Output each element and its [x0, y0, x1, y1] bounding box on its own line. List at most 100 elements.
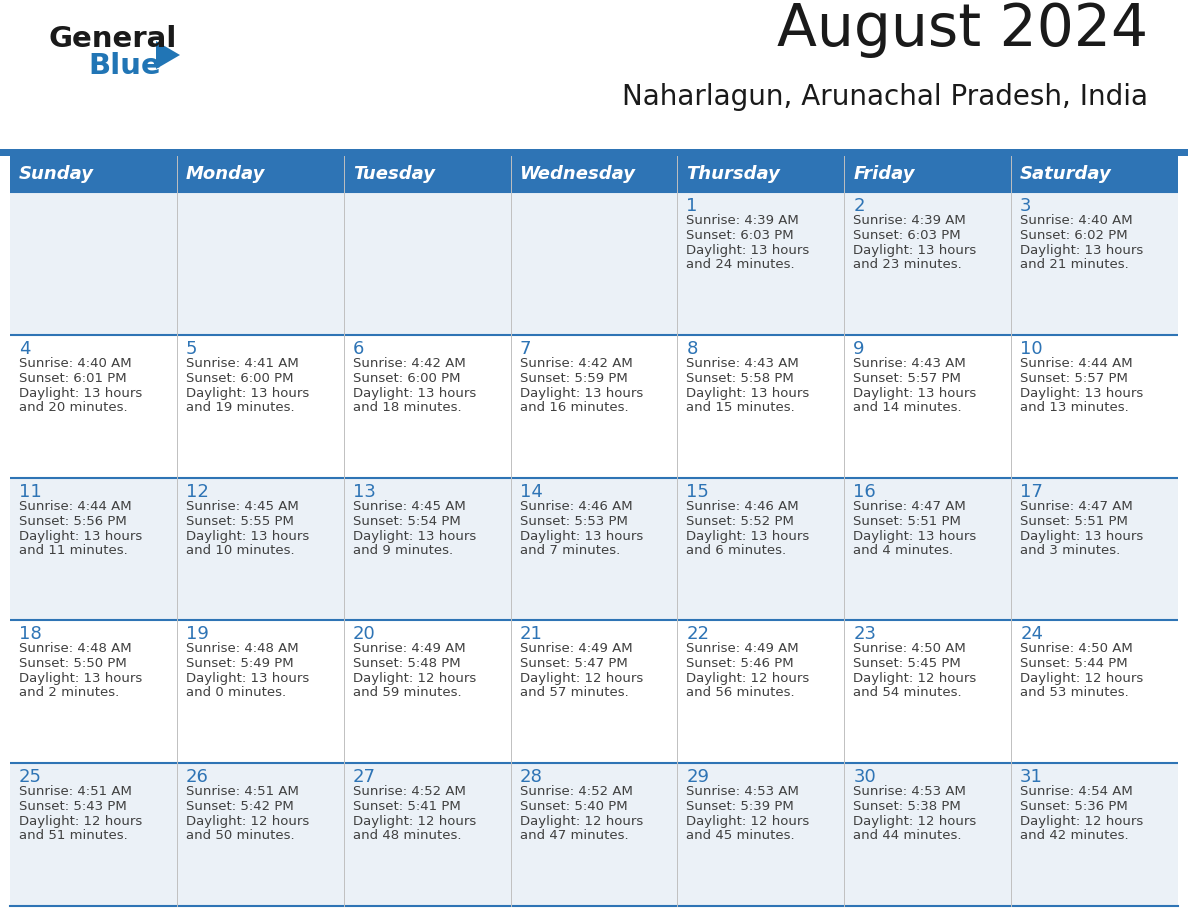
- Text: Sunset: 5:54 PM: Sunset: 5:54 PM: [353, 515, 461, 528]
- Text: and 47 minutes.: and 47 minutes.: [519, 829, 628, 842]
- Text: August 2024: August 2024: [777, 1, 1148, 58]
- Text: Sunrise: 4:44 AM: Sunrise: 4:44 AM: [1020, 357, 1133, 370]
- Text: Daylight: 13 hours: Daylight: 13 hours: [1020, 244, 1143, 257]
- Text: Sunset: 5:53 PM: Sunset: 5:53 PM: [519, 515, 627, 528]
- Polygon shape: [156, 41, 181, 69]
- Text: Daylight: 12 hours: Daylight: 12 hours: [1020, 672, 1143, 686]
- Text: Sunset: 5:45 PM: Sunset: 5:45 PM: [853, 657, 961, 670]
- Text: Wednesday: Wednesday: [519, 165, 636, 183]
- Text: Daylight: 13 hours: Daylight: 13 hours: [687, 244, 810, 257]
- Text: and 13 minutes.: and 13 minutes.: [1020, 401, 1129, 414]
- Text: Daylight: 13 hours: Daylight: 13 hours: [1020, 386, 1143, 400]
- Text: 5: 5: [185, 340, 197, 358]
- Text: Sunset: 5:47 PM: Sunset: 5:47 PM: [519, 657, 627, 670]
- Text: Daylight: 13 hours: Daylight: 13 hours: [1020, 530, 1143, 543]
- Bar: [845, 156, 1011, 192]
- Text: Daylight: 13 hours: Daylight: 13 hours: [853, 386, 977, 400]
- Text: Sunrise: 4:48 AM: Sunrise: 4:48 AM: [19, 643, 132, 655]
- Text: Monday: Monday: [185, 165, 265, 183]
- Text: Daylight: 12 hours: Daylight: 12 hours: [353, 815, 476, 828]
- Bar: [10, 763, 1178, 906]
- Text: 12: 12: [185, 483, 209, 500]
- Text: and 19 minutes.: and 19 minutes.: [185, 401, 295, 414]
- Text: Sunrise: 4:44 AM: Sunrise: 4:44 AM: [19, 499, 132, 512]
- Text: Daylight: 13 hours: Daylight: 13 hours: [353, 386, 476, 400]
- Text: Sunset: 6:00 PM: Sunset: 6:00 PM: [353, 372, 460, 385]
- Text: Sunrise: 4:43 AM: Sunrise: 4:43 AM: [853, 357, 966, 370]
- Text: 18: 18: [19, 625, 42, 644]
- Text: 20: 20: [353, 625, 375, 644]
- Text: Sunset: 5:48 PM: Sunset: 5:48 PM: [353, 657, 460, 670]
- Text: 10: 10: [1020, 340, 1043, 358]
- Text: and 53 minutes.: and 53 minutes.: [1020, 687, 1129, 700]
- Text: Daylight: 12 hours: Daylight: 12 hours: [19, 815, 143, 828]
- Text: Sunset: 5:44 PM: Sunset: 5:44 PM: [1020, 657, 1127, 670]
- Text: and 3 minutes.: and 3 minutes.: [1020, 543, 1120, 556]
- Text: Sunrise: 4:40 AM: Sunrise: 4:40 AM: [1020, 214, 1133, 227]
- Text: Daylight: 13 hours: Daylight: 13 hours: [19, 672, 143, 686]
- Text: and 42 minutes.: and 42 minutes.: [1020, 829, 1129, 842]
- Text: and 23 minutes.: and 23 minutes.: [853, 258, 962, 271]
- Text: Sunrise: 4:49 AM: Sunrise: 4:49 AM: [353, 643, 466, 655]
- Text: Sunrise: 4:50 AM: Sunrise: 4:50 AM: [853, 643, 966, 655]
- Text: Sunset: 5:55 PM: Sunset: 5:55 PM: [185, 515, 293, 528]
- Text: Daylight: 12 hours: Daylight: 12 hours: [687, 672, 810, 686]
- Text: and 50 minutes.: and 50 minutes.: [185, 829, 295, 842]
- Text: and 45 minutes.: and 45 minutes.: [687, 829, 795, 842]
- Text: Sunset: 5:38 PM: Sunset: 5:38 PM: [853, 800, 961, 813]
- Text: 29: 29: [687, 768, 709, 786]
- Text: Daylight: 13 hours: Daylight: 13 hours: [185, 672, 309, 686]
- Text: Sunset: 6:03 PM: Sunset: 6:03 PM: [687, 229, 794, 242]
- Text: 26: 26: [185, 768, 209, 786]
- Text: 1: 1: [687, 197, 697, 215]
- Text: and 21 minutes.: and 21 minutes.: [1020, 258, 1129, 271]
- Text: Sunrise: 4:40 AM: Sunrise: 4:40 AM: [19, 357, 132, 370]
- Bar: [1011, 156, 1178, 192]
- Text: Sunrise: 4:39 AM: Sunrise: 4:39 AM: [687, 214, 800, 227]
- Text: Daylight: 13 hours: Daylight: 13 hours: [19, 530, 143, 543]
- Text: General: General: [48, 25, 176, 53]
- Text: 28: 28: [519, 768, 543, 786]
- Bar: [177, 156, 343, 192]
- Text: Daylight: 12 hours: Daylight: 12 hours: [853, 815, 977, 828]
- Bar: [10, 335, 1178, 477]
- Text: Daylight: 13 hours: Daylight: 13 hours: [19, 386, 143, 400]
- Text: Sunset: 5:51 PM: Sunset: 5:51 PM: [853, 515, 961, 528]
- Text: Sunset: 6:03 PM: Sunset: 6:03 PM: [853, 229, 961, 242]
- Text: and 4 minutes.: and 4 minutes.: [853, 543, 954, 556]
- Bar: [10, 156, 177, 192]
- Text: and 11 minutes.: and 11 minutes.: [19, 543, 128, 556]
- Text: 9: 9: [853, 340, 865, 358]
- Text: Sunrise: 4:45 AM: Sunrise: 4:45 AM: [185, 499, 298, 512]
- Text: Sunset: 6:01 PM: Sunset: 6:01 PM: [19, 372, 127, 385]
- Text: Sunset: 5:40 PM: Sunset: 5:40 PM: [519, 800, 627, 813]
- Text: Sunset: 5:42 PM: Sunset: 5:42 PM: [185, 800, 293, 813]
- Text: Daylight: 13 hours: Daylight: 13 hours: [185, 386, 309, 400]
- Text: Sunset: 5:57 PM: Sunset: 5:57 PM: [1020, 372, 1129, 385]
- Text: Daylight: 13 hours: Daylight: 13 hours: [853, 244, 977, 257]
- Text: 16: 16: [853, 483, 876, 500]
- Text: 27: 27: [353, 768, 375, 786]
- Text: Daylight: 13 hours: Daylight: 13 hours: [185, 530, 309, 543]
- Text: Sunrise: 4:41 AM: Sunrise: 4:41 AM: [185, 357, 298, 370]
- Bar: [10, 192, 1178, 335]
- Text: Sunrise: 4:51 AM: Sunrise: 4:51 AM: [185, 785, 298, 798]
- Text: Sunset: 5:36 PM: Sunset: 5:36 PM: [1020, 800, 1127, 813]
- Text: 4: 4: [19, 340, 31, 358]
- Text: Sunrise: 4:42 AM: Sunrise: 4:42 AM: [353, 357, 466, 370]
- Text: Sunset: 5:46 PM: Sunset: 5:46 PM: [687, 657, 794, 670]
- Bar: [343, 156, 511, 192]
- Text: Sunset: 6:02 PM: Sunset: 6:02 PM: [1020, 229, 1127, 242]
- Text: and 9 minutes.: and 9 minutes.: [353, 543, 453, 556]
- Text: and 10 minutes.: and 10 minutes.: [185, 543, 295, 556]
- Text: and 48 minutes.: and 48 minutes.: [353, 829, 461, 842]
- Text: 2: 2: [853, 197, 865, 215]
- Text: Sunrise: 4:53 AM: Sunrise: 4:53 AM: [853, 785, 966, 798]
- Text: and 44 minutes.: and 44 minutes.: [853, 829, 962, 842]
- Text: Sunset: 6:00 PM: Sunset: 6:00 PM: [185, 372, 293, 385]
- Text: Sunrise: 4:51 AM: Sunrise: 4:51 AM: [19, 785, 132, 798]
- Text: Sunset: 5:39 PM: Sunset: 5:39 PM: [687, 800, 795, 813]
- Text: 6: 6: [353, 340, 364, 358]
- Text: and 59 minutes.: and 59 minutes.: [353, 687, 461, 700]
- Text: Daylight: 12 hours: Daylight: 12 hours: [185, 815, 309, 828]
